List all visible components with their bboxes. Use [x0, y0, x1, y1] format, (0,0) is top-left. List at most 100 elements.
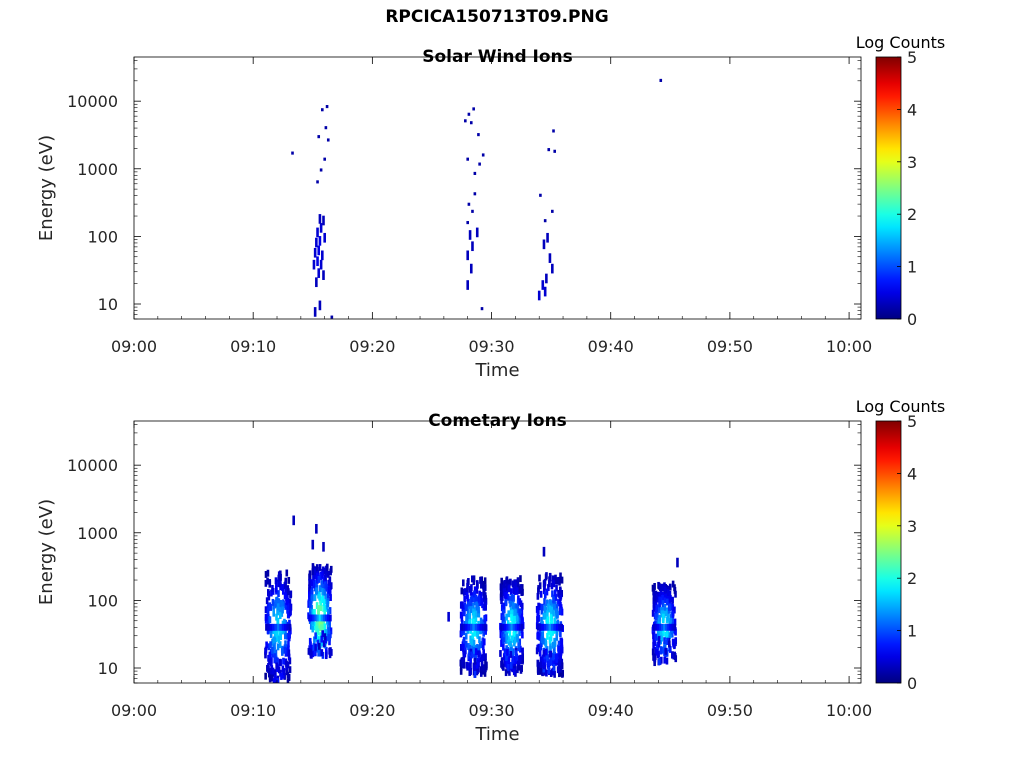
data-cell: [463, 595, 466, 603]
data-cell: [466, 582, 469, 590]
data-cell: [272, 678, 276, 683]
data-cell: [267, 643, 271, 651]
data-cell: [269, 641, 272, 649]
data-cell: [310, 651, 313, 659]
data-cell: [310, 614, 313, 622]
data-cell: [663, 603, 667, 611]
data-cell: [315, 633, 319, 641]
data-cell: [321, 588, 325, 595]
data-cell: [659, 78, 663, 82]
data-cell: [520, 613, 524, 621]
data-cell: [483, 584, 487, 591]
data-cell: [502, 623, 505, 631]
data-cell: [664, 590, 667, 598]
data-cell: [469, 121, 473, 125]
data-cell: [539, 643, 543, 651]
data-cell: [484, 653, 487, 661]
data-cell: [553, 623, 556, 631]
data-cell: [541, 658, 545, 666]
data-cell: [483, 592, 487, 600]
data-cell: [542, 649, 546, 657]
y-tick-label: 1000: [77, 160, 118, 179]
data-cell: [481, 643, 485, 651]
data-cell: [514, 608, 517, 616]
data-cell: [513, 628, 517, 636]
data-cell: [479, 627, 483, 635]
data-cell: [663, 623, 666, 631]
data-cell: [320, 635, 323, 643]
data-cell: [652, 627, 655, 635]
data-cell: [510, 593, 514, 601]
data-cell: [275, 662, 278, 670]
data-cell: [279, 633, 282, 641]
data-cell: [287, 634, 291, 642]
data-cell: [276, 677, 280, 683]
data-cell: [661, 594, 664, 602]
data-cell: [461, 659, 465, 667]
data-cell: [513, 636, 517, 644]
data-cell: [539, 590, 543, 598]
data-cell: [321, 571, 324, 579]
data-cell: [669, 646, 672, 653]
data-cell: [273, 647, 276, 655]
data-cell: [277, 580, 281, 588]
x-tick-label: 09:20: [349, 701, 395, 720]
data-cell: [308, 614, 311, 622]
data-cell: [474, 623, 478, 631]
data-cell: [558, 623, 561, 631]
data-cell: [319, 223, 323, 233]
data-cell: [541, 280, 545, 290]
data-cell: [544, 648, 548, 656]
data-cell: [318, 642, 321, 650]
data-cell: [520, 584, 524, 591]
data-cell: [665, 592, 669, 600]
data-cell: [502, 619, 506, 627]
data-cell: [329, 582, 333, 590]
data-cell: [658, 600, 661, 608]
data-cell: [504, 592, 507, 600]
data-cell: [315, 621, 319, 629]
data-cell: [481, 580, 485, 588]
data-cell: [459, 667, 463, 675]
data-cell: [557, 650, 561, 658]
data-cell: [469, 606, 473, 614]
data-cell: [477, 133, 480, 137]
data-cell: [465, 613, 469, 621]
data-cell: [314, 614, 318, 622]
data-cell: [278, 641, 282, 649]
data-cell: [311, 622, 314, 630]
data-cell: [560, 606, 563, 614]
x-tick-label: 09:40: [588, 337, 634, 356]
data-cell: [559, 592, 563, 600]
data-cell: [467, 652, 471, 660]
data-cell: [479, 623, 483, 631]
data-cell: [462, 654, 466, 662]
data-cell: [275, 597, 278, 605]
data-cell: [472, 107, 475, 111]
data-cell: [476, 631, 480, 639]
data-cell: [468, 230, 472, 240]
data-cell: [469, 662, 472, 670]
data-cell: [508, 629, 512, 637]
data-cell: [314, 572, 318, 580]
data-cell: [654, 613, 658, 621]
data-cell: [315, 564, 319, 572]
data-cell: [483, 669, 487, 677]
data-cell: [316, 628, 320, 636]
data-cell: [552, 595, 555, 603]
x-tick-label: 09:00: [111, 337, 157, 356]
data-cell: [285, 569, 289, 577]
data-cell: [519, 575, 522, 583]
data-cell: [267, 623, 271, 631]
data-cell: [665, 630, 669, 638]
data-cell: [543, 605, 547, 613]
data-cell: [537, 290, 541, 301]
data-cell: [327, 586, 331, 594]
data-cell: [557, 599, 560, 606]
data-cell: [520, 623, 524, 631]
data-cell: [320, 620, 323, 627]
data-cell: [273, 653, 277, 661]
data-cell: [668, 595, 672, 603]
data-cell: [512, 610, 516, 618]
data-cell: [314, 632, 317, 640]
